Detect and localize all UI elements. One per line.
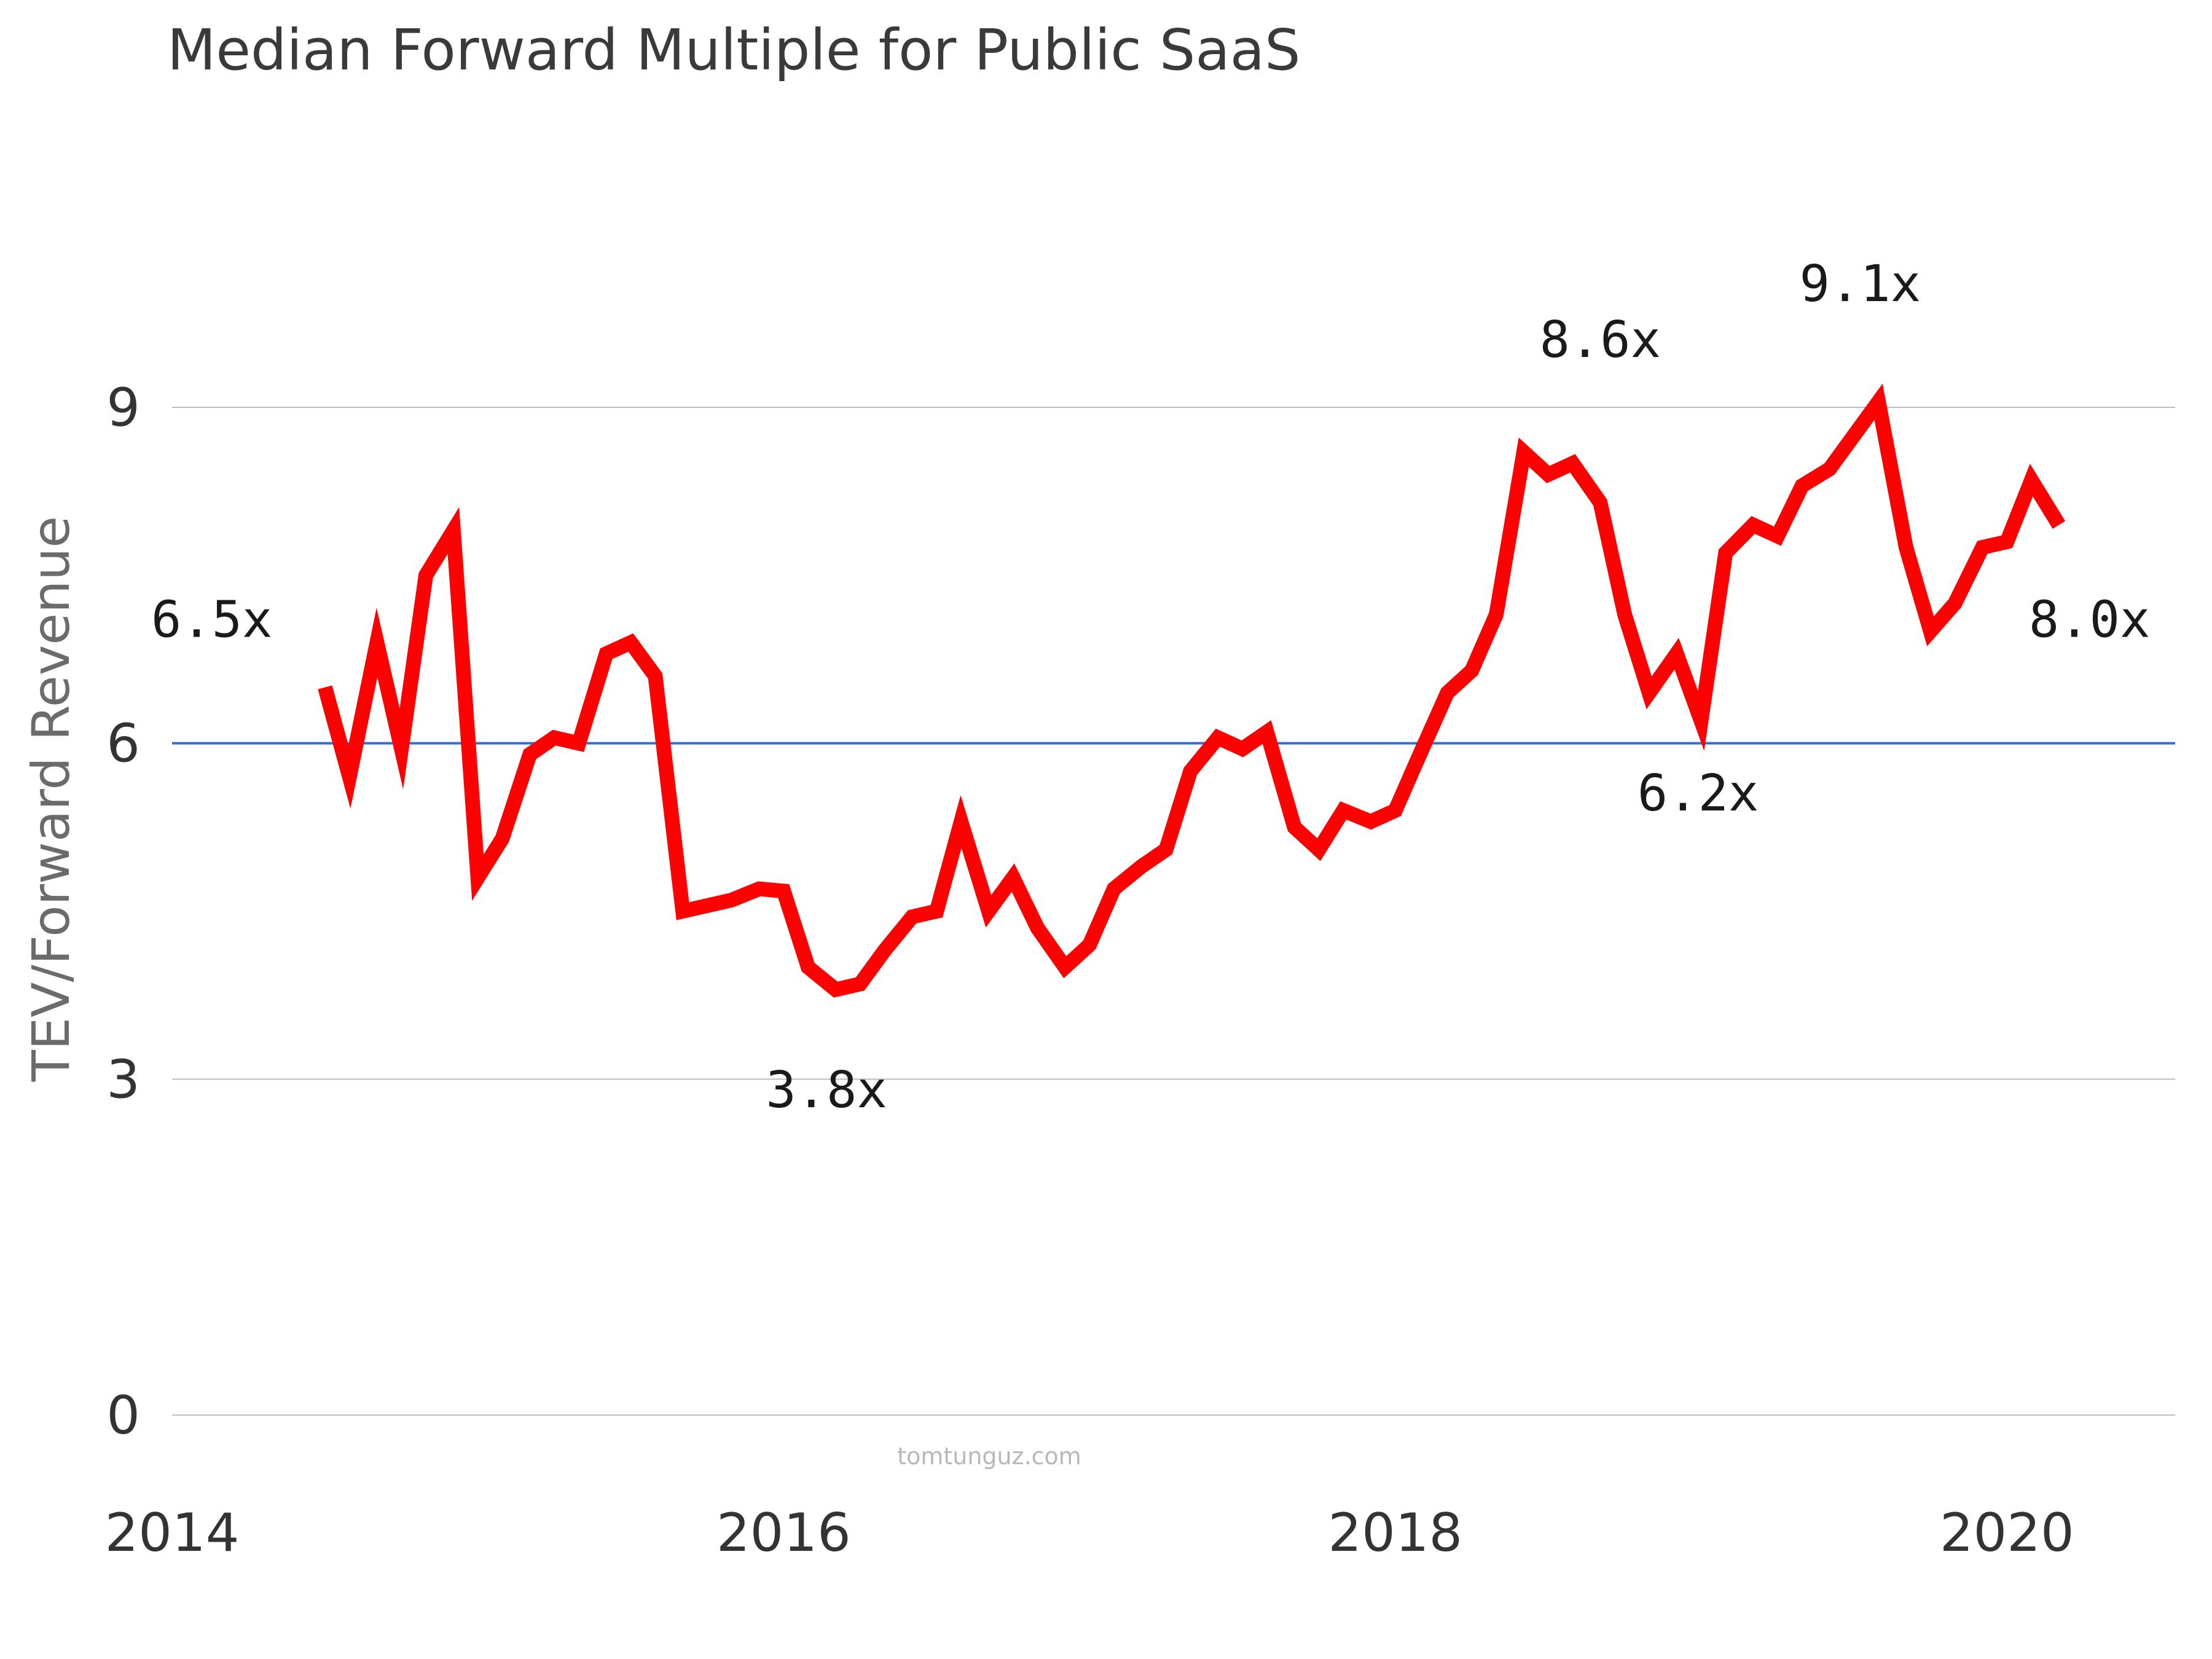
data-label: 8.6x (1540, 311, 1661, 369)
chart-title: Median Forward Multiple for Public SaaS (167, 17, 1301, 83)
data-label: 6.5x (151, 591, 272, 649)
y-tick-label: 0 (106, 1385, 140, 1446)
y-tick-label: 9 (106, 377, 140, 439)
data-label: 8.0x (2029, 591, 2150, 649)
x-tick-label: 2018 (1328, 1502, 1462, 1564)
data-label: 9.1x (1800, 255, 1921, 313)
y-tick-label: 6 (106, 713, 140, 775)
watermark: tomtunguz.com (897, 1443, 1081, 1470)
data-label: 3.8x (766, 1061, 887, 1120)
gridlines (172, 407, 2175, 1416)
y-tick-label: 3 (106, 1049, 140, 1110)
y-axis-ticks: 0 3 6 9 (106, 377, 140, 1446)
x-tick-label: 2014 (105, 1502, 240, 1564)
x-axis-ticks: 2014 2016 2018 2020 (105, 1502, 2074, 1564)
series-line-0 (318, 383, 2066, 998)
annotations: 6.5x 3.8x 8.6x 6.2x 9.1x 8.0x (151, 255, 2150, 1120)
x-tick-label: 2020 (1940, 1502, 2074, 1564)
y-axis-label: TEV/Forward Revenue (21, 516, 81, 1082)
x-tick-label: 2016 (716, 1502, 851, 1564)
series-group (318, 383, 2066, 998)
data-label: 6.2x (1637, 764, 1759, 823)
